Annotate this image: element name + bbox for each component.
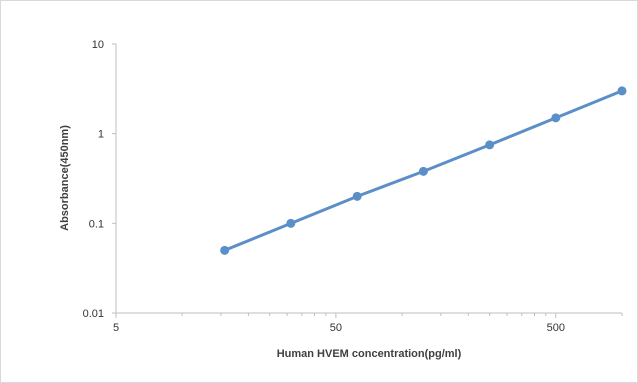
data-point [220, 245, 230, 255]
y-axis-title: Absorbance(450nm) [59, 125, 71, 231]
y-tick-label: 0.01 [83, 308, 104, 320]
y-tick-label: 1 [98, 129, 104, 141]
x-axis-title: Human HVEM concentration(pg/ml) [277, 348, 462, 360]
x-tick-label: 5 [113, 322, 119, 334]
data-point [617, 86, 627, 96]
y-tick-label: 0.1 [89, 218, 104, 230]
data-point [352, 191, 362, 201]
data-point [485, 140, 495, 150]
y-tick-label: 10 [92, 39, 104, 51]
minor-ticks [181, 313, 623, 316]
axes [115, 44, 623, 316]
data-point [418, 166, 428, 176]
x-tick-label: 500 [547, 322, 565, 334]
y-tick-labels: 10 1 0.1 0.01 [83, 39, 116, 320]
data-point [286, 218, 296, 228]
data-point [551, 113, 561, 123]
x-tick-labels: 5 50 500 [113, 313, 565, 334]
x-tick-label: 50 [330, 322, 342, 334]
series-group [220, 86, 627, 255]
